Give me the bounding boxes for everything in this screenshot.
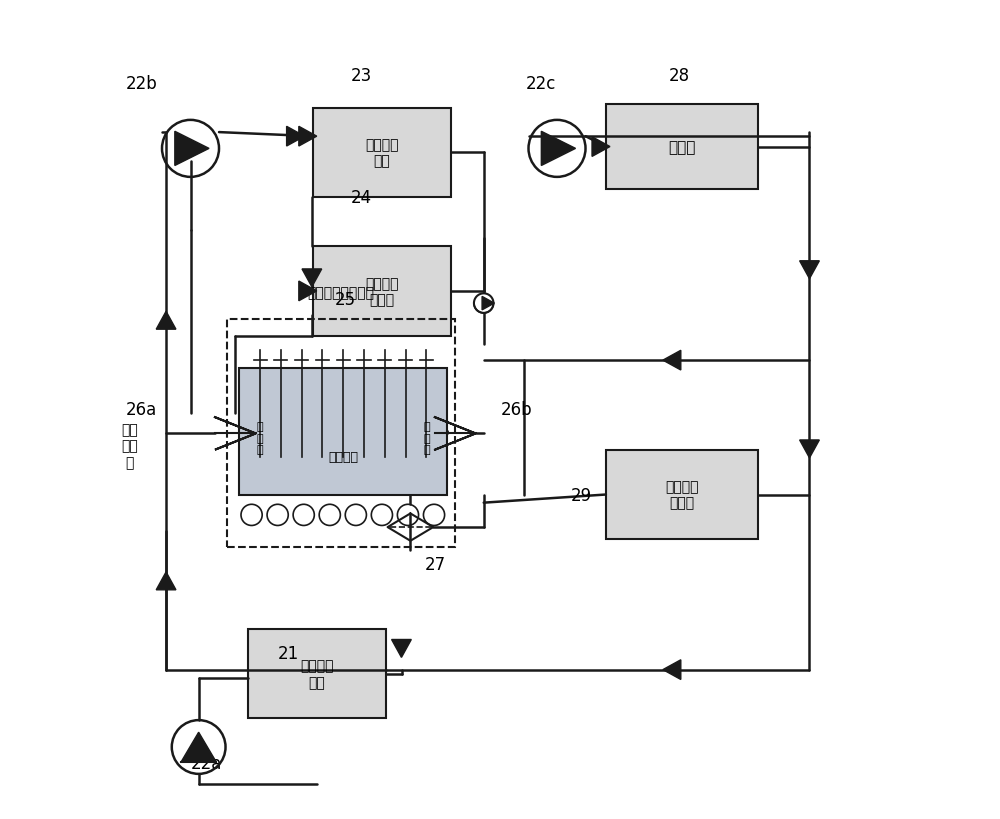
- FancyBboxPatch shape: [248, 629, 386, 718]
- Text: 21: 21: [278, 645, 299, 663]
- Text: 三通
换向
阀: 三通 换向 阀: [121, 423, 138, 469]
- Polygon shape: [392, 640, 411, 658]
- Polygon shape: [181, 732, 216, 762]
- FancyBboxPatch shape: [606, 450, 758, 540]
- Text: 空冷器冷
却系统: 空冷器冷 却系统: [365, 277, 399, 306]
- Text: 储能装置冷却系统: 储能装置冷却系统: [308, 286, 375, 300]
- Polygon shape: [663, 660, 681, 680]
- Text: 25: 25: [335, 291, 356, 309]
- Polygon shape: [287, 127, 305, 147]
- Polygon shape: [175, 132, 209, 166]
- Polygon shape: [663, 351, 681, 370]
- Polygon shape: [482, 297, 494, 310]
- Polygon shape: [800, 441, 819, 459]
- Text: 开式海水
冷却: 开式海水 冷却: [300, 658, 334, 689]
- Polygon shape: [302, 269, 322, 287]
- Text: 24: 24: [351, 189, 372, 207]
- Text: 22b: 22b: [126, 75, 158, 93]
- Text: 29: 29: [571, 486, 592, 504]
- Circle shape: [474, 294, 493, 314]
- Text: 22c: 22c: [526, 75, 556, 93]
- Text: 26b: 26b: [500, 400, 532, 419]
- Text: 28: 28: [669, 67, 690, 85]
- Bar: [239, 369, 447, 495]
- Text: 27: 27: [424, 555, 445, 573]
- FancyBboxPatch shape: [313, 109, 451, 198]
- Text: 22a: 22a: [191, 754, 222, 772]
- Polygon shape: [541, 132, 576, 166]
- Polygon shape: [299, 127, 317, 147]
- Text: 缸套水冷
却系统: 缸套水冷 却系统: [665, 480, 699, 510]
- FancyBboxPatch shape: [606, 105, 758, 190]
- Text: 23: 23: [351, 67, 372, 85]
- Text: 出
液
口: 出 液 口: [423, 422, 430, 455]
- Text: 26a: 26a: [126, 400, 157, 419]
- Text: 发动机: 发动机: [668, 140, 696, 155]
- Polygon shape: [156, 312, 176, 330]
- Text: 进
液
口: 进 液 口: [256, 422, 263, 455]
- Polygon shape: [800, 261, 819, 279]
- Text: 相变材料: 相变材料: [328, 450, 358, 464]
- FancyBboxPatch shape: [313, 247, 451, 337]
- Text: 滑油冷却
系统: 滑油冷却 系统: [365, 138, 399, 169]
- Polygon shape: [592, 138, 610, 157]
- Polygon shape: [156, 572, 176, 590]
- Polygon shape: [299, 282, 317, 301]
